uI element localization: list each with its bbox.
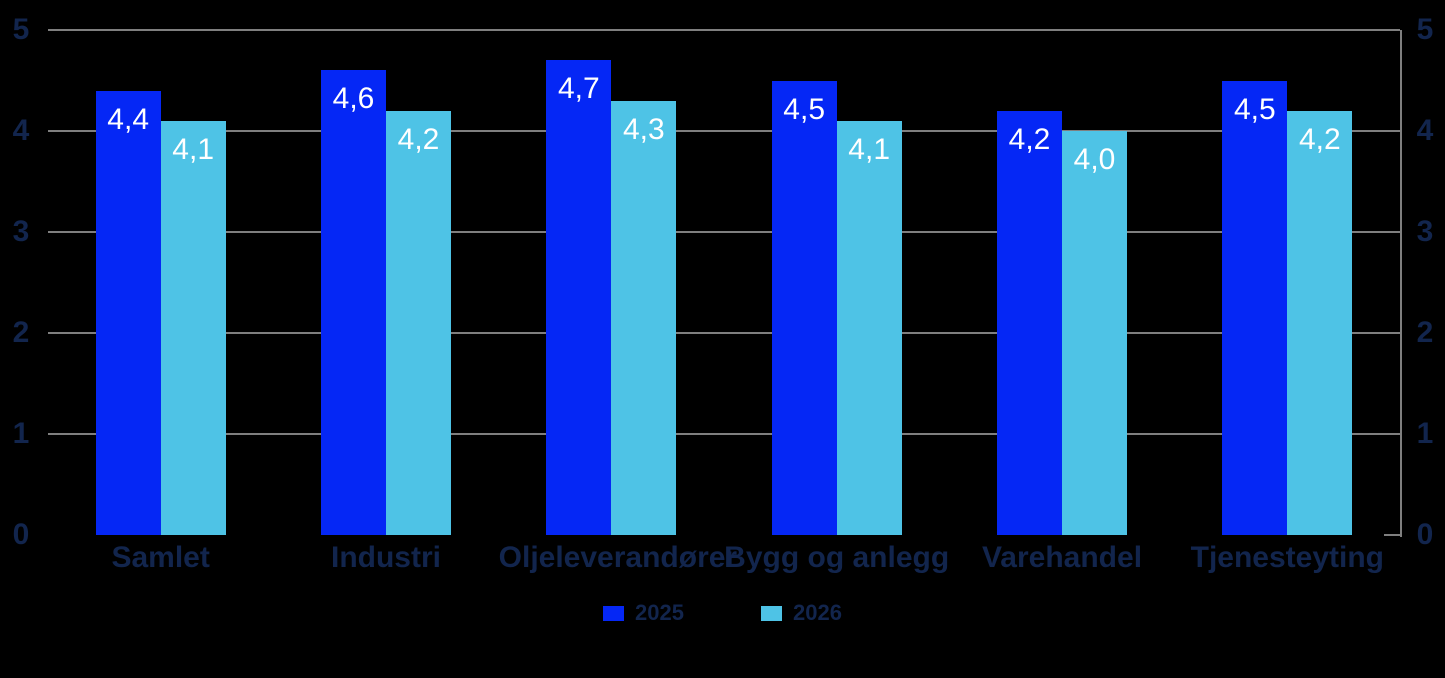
x-axis-label-0: Samlet [111,541,210,574]
y-axis-right-tick-3: 3 [1416,215,1434,248]
gridline-2 [48,332,1400,334]
bar-value-label: 4,2 [1298,122,1341,156]
legend: 2025 2026 [0,600,1445,626]
bar-value-label: 4,7 [557,72,600,106]
bar-2026-1: 4,2 [386,110,451,535]
bar-value-label: 4,2 [1008,122,1051,156]
bar-value-label: 4,3 [622,112,665,146]
y-axis-left-tick-2: 2 [12,316,30,349]
y-axis-left-tick-0: 0 [12,518,30,551]
y-axis-right-tick-5: 5 [1416,13,1434,46]
bar-2025-4: 4,2 [997,110,1062,535]
legend-label-2025: 2025 [635,600,684,625]
legend-item-2026: 2026 [761,600,842,626]
y-axis-left-tick-4: 4 [12,114,30,147]
bar-value-label: 4,5 [783,92,826,126]
bar-value-label: 4,2 [397,122,440,156]
bar-value-label: 4,0 [1073,143,1116,176]
bar-2026-3: 4,1 [836,120,902,535]
x-axis-label-1: Industri [330,541,441,574]
bar-2026-5: 4,2 [1287,110,1353,535]
bar-2025-0: 4,4 [95,90,161,535]
legend-swatch-2025 [603,605,625,621]
bar-2026-4: 4,0 [1062,131,1127,535]
y-axis-left-tick-5: 5 [12,13,30,46]
bar-value-label: 4,6 [332,82,375,116]
bar-2026-2: 4,3 [611,100,677,535]
bar-value-label: 4,4 [107,102,150,136]
bar-value-label: 4,5 [1233,92,1276,126]
y-axis-right-tick-0: 0 [1416,518,1434,551]
bar-2026-0: 4,1 [160,120,226,535]
x-axis-label-3: Bygg og anlegg [724,541,950,574]
bar-2025-1: 4,6 [321,70,386,535]
legend-swatch-2026 [761,605,782,621]
x-axis-label-4: Varehandel [981,541,1143,574]
y-axis-right-line [1400,30,1402,537]
x-axis-label-2: Oljeleverandører [498,541,738,574]
y-axis-right-baseline-tick [1384,534,1400,536]
gridline-4 [48,130,1400,132]
legend-item-2025: 2025 [603,600,684,626]
y-axis-right-tick-2: 2 [1416,316,1434,349]
bar-value-label: 4,1 [172,132,215,166]
bar-2025-5: 4,5 [1222,80,1288,535]
y-axis-left-tick-1: 1 [12,417,30,450]
x-axis-label-5: Tjenesteyting [1190,541,1384,574]
bar-2025-2: 4,7 [546,60,612,535]
bar-value-label: 4,1 [848,132,891,166]
bar-2025-3: 4,5 [771,80,837,535]
legend-label-2026: 2026 [793,600,842,625]
gridline-1 [48,433,1400,435]
y-axis-right-tick-4: 4 [1416,114,1434,147]
gridline-3 [48,231,1400,233]
y-axis-right-tick-1: 1 [1416,417,1434,450]
gridline-5 [48,29,1400,31]
y-axis-left-tick-3: 3 [12,215,30,248]
